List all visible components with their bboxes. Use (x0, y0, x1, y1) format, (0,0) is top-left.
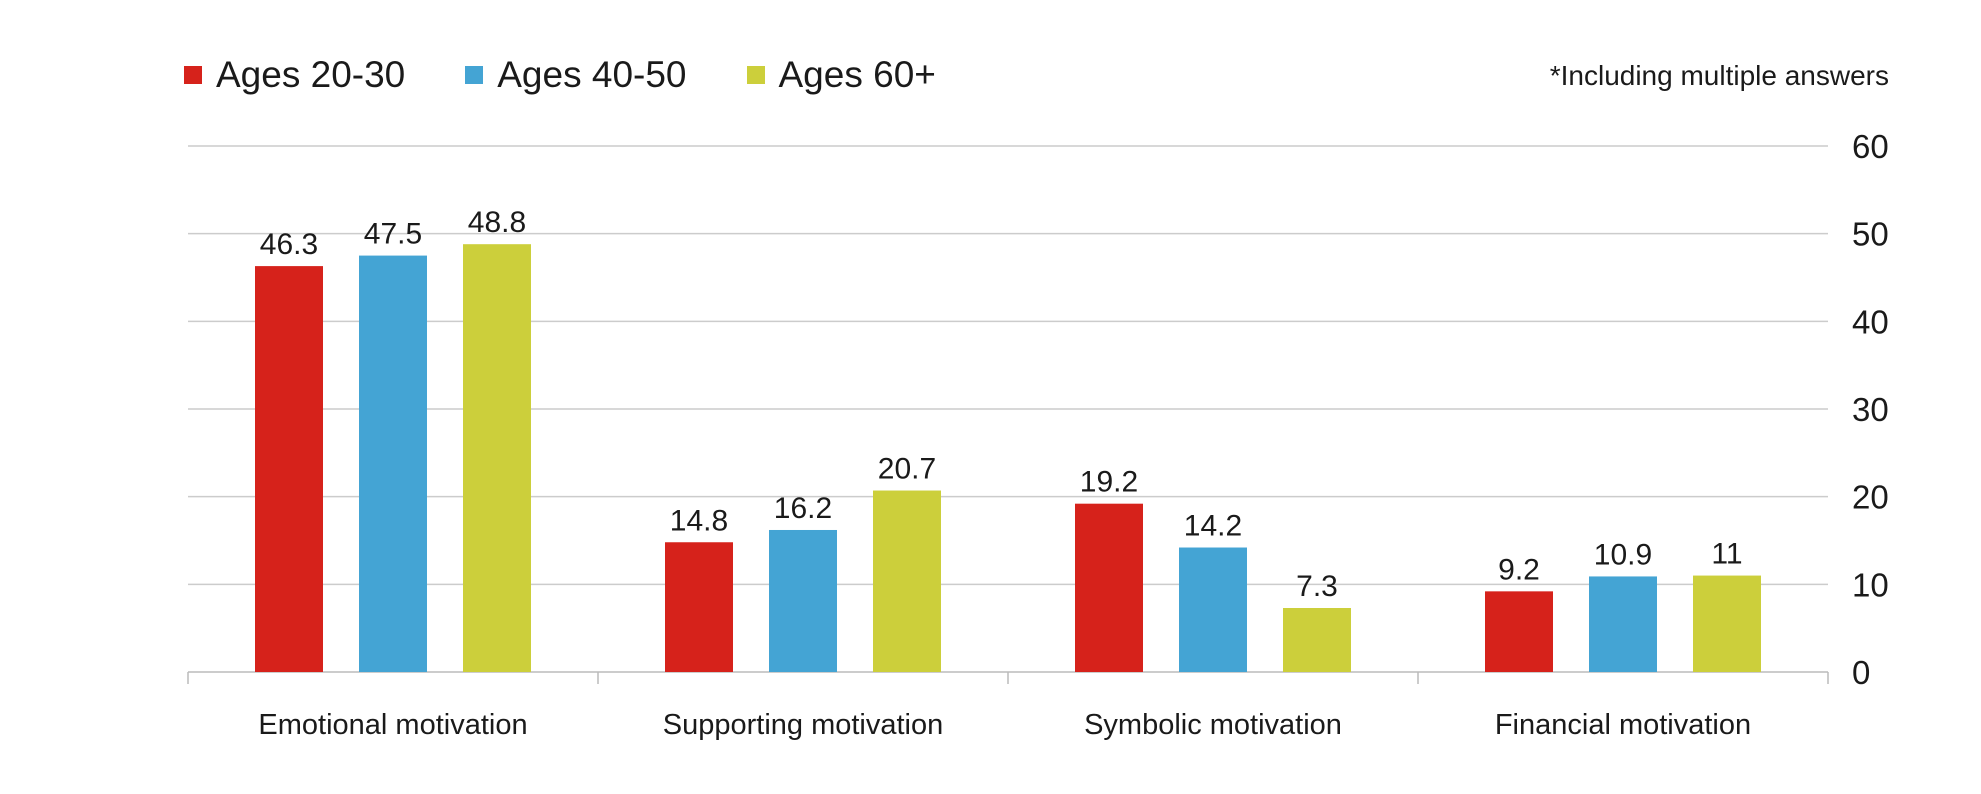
data-label-financial-motivation-ages-20-30: 9.2 (1498, 553, 1540, 586)
bar-emotional-motivation-ages-60-plus (463, 244, 531, 673)
data-label-emotional-motivation-ages-60-plus: 48.8 (468, 206, 526, 239)
legend-label-ages-40-50: Ages 40-50 (497, 54, 687, 95)
y-tick-label-50: 50 (1852, 216, 1889, 253)
data-label-supporting-motivation-ages-60-plus: 20.7 (878, 453, 936, 486)
data-label-symbolic-motivation-ages-60-plus: 7.3 (1296, 570, 1338, 603)
data-label-emotional-motivation-ages-40-50: 47.5 (364, 218, 422, 251)
legend-label-ages-60-plus: Ages 60+ (778, 54, 936, 95)
bar-financial-motivation-ages-20-30 (1485, 591, 1553, 672)
data-label-supporting-motivation-ages-20-30: 14.8 (670, 504, 728, 537)
multiple-answers-note: *Including multiple answers (1549, 60, 1889, 91)
legend-swatch-ages-40-50 (465, 66, 484, 84)
data-label-financial-motivation-ages-40-50: 10.9 (1594, 538, 1652, 571)
x-tick-label-supporting-motivation: Supporting motivation (663, 709, 944, 741)
data-label-supporting-motivation-ages-40-50: 16.2 (774, 492, 832, 525)
x-tick-label-symbolic-motivation: Symbolic motivation (1084, 709, 1342, 741)
y-tick-label-30: 30 (1852, 391, 1889, 428)
data-label-emotional-motivation-ages-20-30: 46.3 (260, 228, 318, 261)
data-label-symbolic-motivation-ages-20-30: 19.2 (1080, 466, 1138, 499)
y-tick-label-10: 10 (1852, 566, 1889, 603)
legend-item-ages-60-plus: Ages 60+ (746, 54, 936, 96)
legend-item-ages-40-50: Ages 40-50 (465, 54, 687, 96)
bar-emotional-motivation-ages-20-30 (255, 266, 323, 672)
bar-symbolic-motivation-ages-20-30 (1075, 503, 1143, 672)
y-tick-label-60: 60 (1852, 128, 1889, 165)
bar-supporting-motivation-ages-20-30 (665, 542, 733, 672)
bar-symbolic-motivation-ages-60-plus (1283, 608, 1351, 672)
bar-supporting-motivation-ages-40-50 (769, 529, 837, 672)
y-tick-label-20: 20 (1852, 479, 1889, 516)
legend-item-ages-20-30: Ages 20-30 (184, 54, 405, 96)
data-label-symbolic-motivation-ages-40-50: 14.2 (1184, 510, 1242, 543)
legend: Ages 20-30 Ages 40-50 Ages 60+ (184, 54, 996, 96)
y-tick-label-0: 0 (1852, 654, 1870, 691)
legend-label-ages-20-30: Ages 20-30 (216, 54, 406, 95)
x-tick-label-emotional-motivation: Emotional motivation (258, 709, 527, 741)
bar-financial-motivation-ages-60-plus (1693, 575, 1761, 672)
bar-symbolic-motivation-ages-40-50 (1179, 547, 1247, 672)
legend-swatch-ages-20-30 (184, 66, 202, 84)
bar-supporting-motivation-ages-60-plus (873, 490, 941, 672)
bar-financial-motivation-ages-40-50 (1589, 576, 1657, 672)
data-label-financial-motivation-ages-60-plus: 11 (1711, 538, 1742, 571)
legend-swatch-ages-60-plus (746, 66, 765, 84)
bar-emotional-motivation-ages-40-50 (359, 255, 427, 673)
y-tick-label-40: 40 (1852, 303, 1889, 340)
x-tick-label-financial-motivation: Financial motivation (1495, 709, 1751, 741)
